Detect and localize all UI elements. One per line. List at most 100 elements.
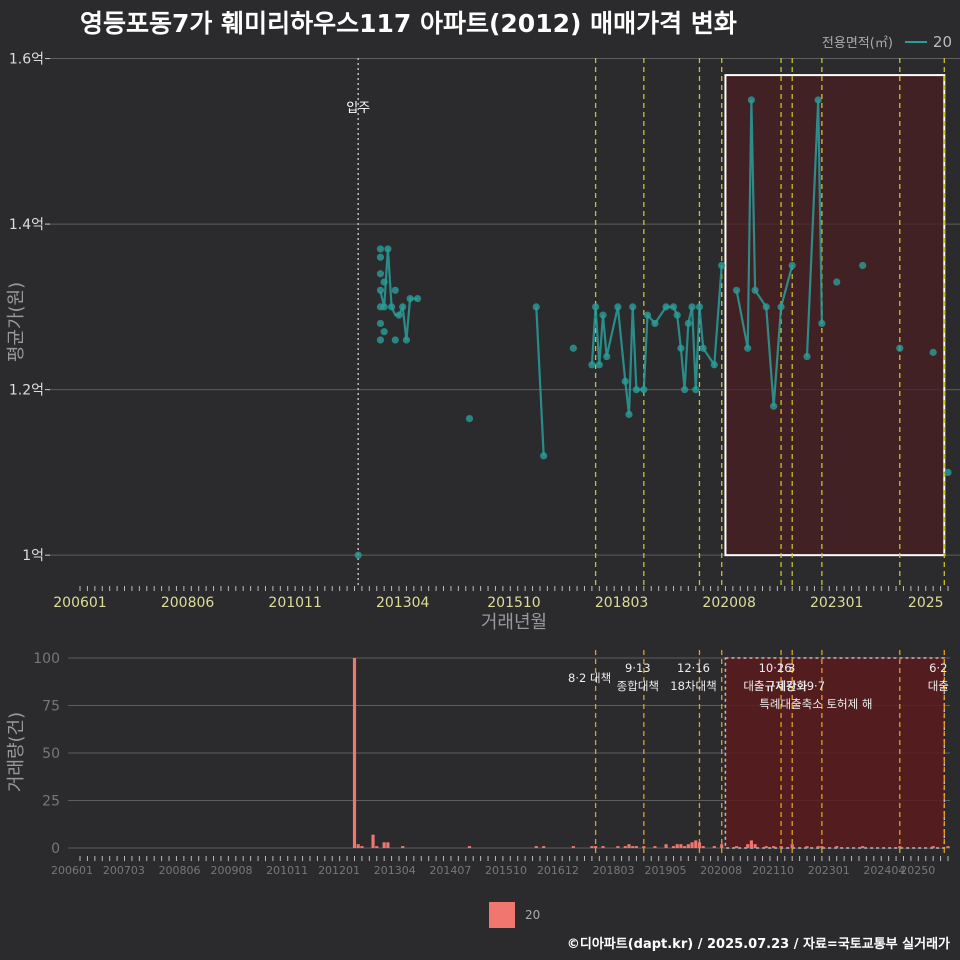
price-point [684, 319, 692, 328]
policy-label-date: 9·7 [807, 679, 825, 693]
price-point [814, 96, 822, 104]
x-tick-label: 201304 [376, 595, 430, 611]
x-tick-label-lower: 201803 [593, 864, 635, 877]
legend-title: 전용면적(㎡) [821, 36, 893, 51]
price-point [391, 286, 399, 294]
price-point [803, 352, 811, 361]
price-point [669, 303, 678, 311]
volume-bar [467, 846, 472, 848]
price-point [621, 377, 629, 385]
y-tick-label-lower: 0 [51, 841, 60, 857]
volume-bar [898, 846, 902, 848]
x-tick-label-lower: 201304 [374, 864, 416, 877]
x-tick-label-lower: 201407 [429, 864, 471, 877]
price-point [788, 261, 796, 270]
x-tick-label: 201803 [595, 595, 648, 611]
volume-bar [690, 842, 694, 848]
volume-bar [594, 846, 598, 848]
price-point [465, 415, 474, 423]
volume-bar [749, 840, 753, 848]
y-axis-label-lower: 거래량(건) [6, 712, 27, 792]
x-tick-label: 2025 [908, 595, 944, 611]
y-tick-label: 1억 [22, 548, 44, 564]
x-tick-label-lower: 202008 [700, 864, 742, 877]
price-point [588, 361, 596, 369]
volume-bar [805, 846, 809, 848]
price-point [380, 303, 388, 311]
price-point [929, 348, 937, 356]
price-point [595, 361, 603, 369]
x-tick-label: 201011 [268, 595, 321, 611]
volume-bar [734, 846, 739, 848]
price-point [718, 261, 726, 270]
price-point [662, 303, 670, 311]
x-tick-label-lower: 201510 [485, 864, 527, 877]
x-tick-label: 202301 [810, 595, 863, 611]
price-point [629, 303, 637, 311]
policy-label-date: 6·2 [929, 661, 947, 675]
x-tick-label-lower: 201201 [318, 864, 360, 877]
price-point [747, 96, 756, 104]
price-point [640, 386, 648, 394]
x-tick-label: 200806 [161, 595, 215, 611]
volume-bar [720, 844, 724, 848]
policy-label-name: 18차대책 [670, 679, 716, 693]
movein-label: 입주 [346, 101, 370, 116]
x-tick-label-lower: 200908 [211, 864, 253, 877]
price-point [614, 303, 622, 311]
legend-series-name: 20 [932, 32, 952, 51]
policy-label-name: 8·2 대책 [568, 671, 611, 685]
volume-bar [642, 846, 646, 848]
volume-bar [697, 842, 702, 848]
legend-swatch-bars [489, 902, 515, 928]
price-point [777, 303, 785, 311]
price-point [710, 361, 718, 369]
chart-title: 영등포동7가 훼미리하우스117 아파트(2012) 매매가격 변화 [80, 9, 737, 38]
price-point [380, 278, 388, 286]
volume-bar [779, 846, 783, 848]
policy-label-date: 12·16 [677, 661, 710, 675]
x-tick-label-lower: 200806 [159, 864, 201, 877]
footer-credit: ©디아파트(dapt.kr) / 2025.07.23 / 자료=국토교통부 실… [566, 937, 950, 952]
volume-bar [571, 846, 575, 848]
volume-bar [360, 846, 364, 848]
x-tick-label-lower: 201905 [645, 864, 687, 877]
volume-bar [653, 846, 657, 848]
policy-label-date: 9·13 [625, 661, 651, 675]
price-point [532, 303, 540, 311]
x-tick-label: 202008 [702, 595, 755, 611]
volume-bar [772, 846, 776, 848]
policy-label-name: 특례대출축소 토허제 해 [759, 697, 872, 711]
price-point [699, 344, 707, 352]
policy-label-name: 대출 [928, 679, 949, 693]
price-point [692, 386, 700, 394]
volume-bar [616, 846, 620, 848]
x-tick-label-lower: 202110 [752, 864, 794, 877]
x-tick-label-lower: 20250 [900, 864, 935, 877]
price-point [681, 386, 689, 394]
price-point [376, 336, 385, 344]
price-point [643, 311, 652, 319]
price-point [744, 344, 752, 352]
volume-bar [753, 844, 757, 848]
volume-bar [634, 846, 638, 848]
price-point [859, 261, 867, 270]
price-point [818, 319, 826, 328]
y-tick-label-lower: 100 [33, 651, 60, 667]
volume-bar [835, 846, 839, 848]
price-point [569, 344, 577, 352]
volume-bar [931, 846, 935, 848]
price-point [406, 294, 414, 303]
price-point [376, 319, 385, 328]
volume-bar [712, 846, 716, 848]
price-point [677, 344, 685, 352]
bottom-legend: 20 [489, 902, 540, 928]
price-point [413, 294, 422, 303]
price-point [354, 551, 362, 559]
price-point [751, 286, 759, 294]
volume-bar [623, 846, 627, 848]
price-point [603, 352, 611, 361]
volume-bar [671, 846, 676, 848]
volume-bar [816, 846, 820, 848]
policy-label-name: 종합대책 [617, 679, 659, 693]
